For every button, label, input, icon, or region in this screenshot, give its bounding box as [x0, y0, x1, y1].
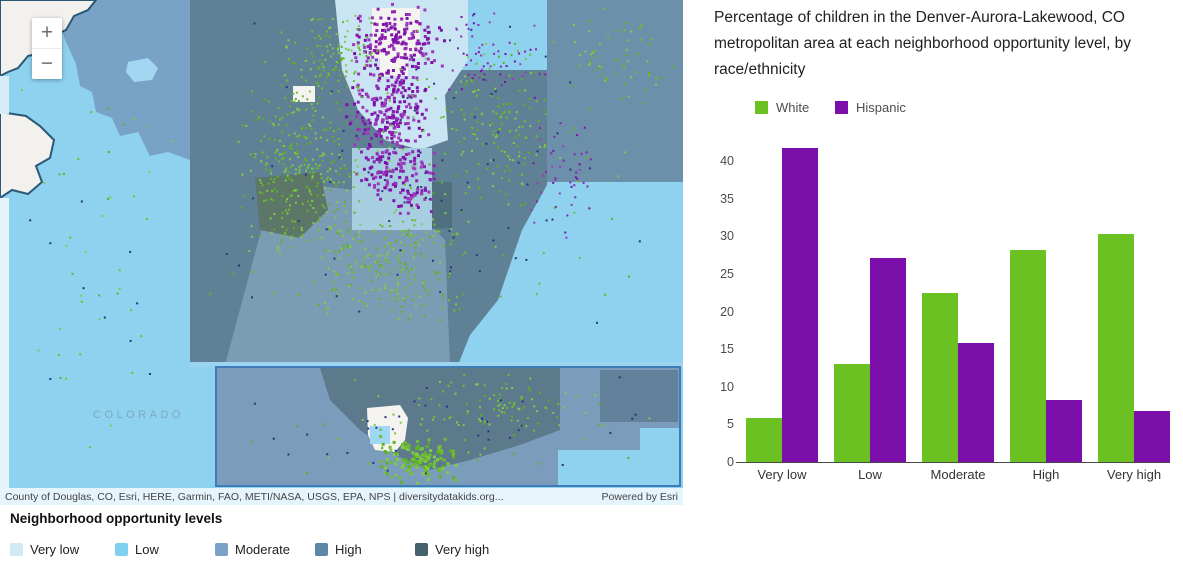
legend-swatch: [115, 543, 128, 556]
y-axis-tick-10: 10: [720, 379, 734, 394]
population-dot-layer: [21, 2, 674, 485]
x-axis-label-moderate: Moderate: [930, 467, 986, 482]
series-swatch: [835, 101, 848, 114]
map-attribution-bar: County of Douglas, CO, Esri, HERE, Garmi…: [0, 488, 683, 505]
x-axis-label-low: Low: [858, 467, 882, 482]
powered-by-esri-label: Powered by Esri: [601, 490, 678, 503]
zoom-in-button[interactable]: +: [32, 18, 62, 49]
bar-white-very-low[interactable]: [746, 418, 782, 462]
x-axis-label-very-low: Very low: [757, 467, 807, 482]
map-legend-item-very-high: Very high: [415, 542, 489, 557]
map-legend: Neighborhood opportunity levels Very low…: [0, 505, 690, 565]
bar-white-high[interactable]: [1010, 250, 1046, 462]
x-axis-label-high: High: [1032, 467, 1060, 482]
legend-swatch: [315, 543, 328, 556]
attribution-text: County of Douglas, CO, Esri, HERE, Garmi…: [5, 490, 504, 503]
legend-label: Very high: [435, 542, 490, 557]
legend-swatch: [415, 543, 428, 556]
map-legend-item-high: High: [315, 542, 362, 557]
y-axis-tick-30: 30: [720, 229, 734, 244]
y-axis-tick-40: 40: [720, 154, 734, 168]
x-axis-line: [736, 462, 1170, 463]
map-panel[interactable]: COLORADO + − County of Douglas, CO, Esri…: [0, 0, 683, 505]
chart-legend-item-hispanic[interactable]: Hispanic: [835, 100, 906, 115]
y-axis-tick-25: 25: [720, 266, 734, 281]
bar-white-very-high[interactable]: [1098, 234, 1134, 462]
map-legend-title: Neighborhood opportunity levels: [10, 511, 223, 526]
y-axis-tick-15: 15: [720, 342, 734, 357]
selection-outline: [215, 366, 681, 487]
map-legend-item-moderate: Moderate: [215, 542, 290, 557]
chart-title: Percentage of children in the Denver-Aur…: [714, 9, 1132, 78]
map-canvas[interactable]: COLORADO: [0, 0, 683, 505]
bar-hispanic-low[interactable]: [870, 258, 906, 462]
series-label: White: [776, 100, 810, 115]
legend-label: High: [335, 542, 362, 557]
legend-label: Low: [135, 542, 159, 557]
zoom-out-button[interactable]: −: [32, 49, 62, 79]
bar-hispanic-moderate[interactable]: [958, 343, 994, 462]
map-legend-item-very-low: Very low: [10, 542, 79, 557]
chart-panel: Percentage of children in the Denver-Aur…: [690, 0, 1183, 565]
y-axis-tick-35: 35: [720, 191, 734, 206]
map-legend-item-low: Low: [115, 542, 159, 557]
y-axis-tick-5: 5: [727, 417, 734, 432]
x-axis-label-very-high: Very high: [1106, 467, 1162, 482]
series-swatch: [755, 101, 768, 114]
bar-hispanic-very-high[interactable]: [1134, 411, 1170, 462]
bar-white-moderate[interactable]: [922, 293, 958, 462]
map-zoom-control: + −: [32, 18, 62, 79]
legend-label: Moderate: [235, 542, 290, 557]
legend-label: Very low: [30, 542, 80, 557]
bar-white-low[interactable]: [834, 364, 870, 462]
bar-hispanic-high[interactable]: [1046, 400, 1082, 462]
legend-swatch: [215, 543, 228, 556]
bar-hispanic-very-low[interactable]: [782, 148, 818, 462]
legend-swatch: [10, 543, 23, 556]
y-axis-tick-20: 20: [720, 304, 734, 319]
no-data-region: [0, 110, 56, 200]
y-axis-tick-0: 0: [727, 455, 734, 469]
state-label: COLORADO: [93, 409, 184, 421]
chart-legend-item-white[interactable]: White: [755, 100, 809, 115]
series-label: Hispanic: [856, 100, 906, 115]
